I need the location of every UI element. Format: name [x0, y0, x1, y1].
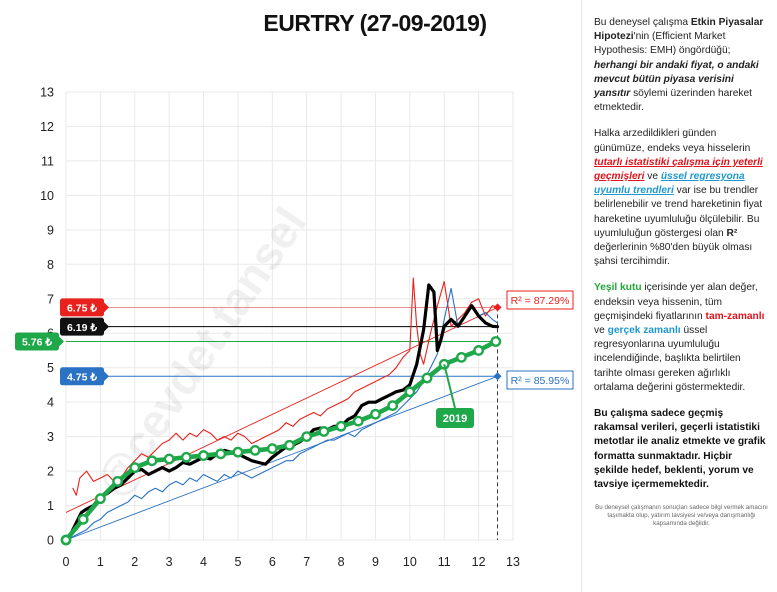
average-point — [232, 446, 244, 458]
y-tick-label: 4 — [47, 396, 54, 410]
chart-title: EURTRY (27-09-2019) — [263, 10, 487, 36]
average-point — [215, 448, 227, 460]
price-tag-lower: 4.75 ₺ — [60, 367, 109, 386]
price-tag-lower-arrow — [104, 371, 109, 382]
intro-paragraph: Bu deneysel çalışma Etkin Piyasalar Hipo… — [594, 17, 764, 114]
year-callout-box — [436, 408, 474, 428]
year-callout: 2019 — [436, 364, 474, 428]
average-point — [473, 345, 485, 356]
x-tick-label: 1 — [97, 555, 104, 569]
series-line-peak — [72, 277, 499, 496]
trendline-upper — [65, 306, 498, 513]
r2-lower: R² = 85.95% — [506, 370, 574, 390]
x-tick-label: 4 — [200, 555, 207, 569]
r2-upper: R² = 87.29% — [506, 290, 574, 310]
y-tick-label: 1 — [47, 499, 54, 513]
average-point — [146, 455, 158, 467]
y-tick-label: 9 — [47, 223, 54, 237]
sidebar-text-panel: Bu deneysel çalışma Etkin Piyasalar Hipo… — [581, 0, 777, 592]
x-tick-label: 9 — [372, 555, 379, 569]
x-tick-label: 5 — [234, 555, 241, 569]
chart-area: @cevdet.tansel01234567891011121301234567… — [15, 10, 574, 569]
y-tick-label: 3 — [47, 430, 54, 444]
price-tag-upper: 6.75 ₺ — [60, 298, 109, 317]
x-tick-label: 0 — [63, 555, 70, 569]
year-callout-pointer — [443, 364, 456, 409]
trendline-lower — [65, 375, 498, 541]
x-tick-label: 3 — [166, 555, 173, 569]
x-tick-label: 13 — [506, 555, 520, 569]
x-tick-label: 12 — [472, 555, 486, 569]
price-tag-upper-arrow — [104, 302, 109, 313]
trough-end-marker — [493, 372, 502, 381]
x-tick-label: 8 — [338, 555, 345, 569]
peak-end-marker — [493, 303, 502, 312]
origin-point — [60, 534, 72, 546]
y-tick-label: 7 — [47, 292, 54, 306]
green-box-paragraph: Yeşil kutu içerisinde yer alan değer, en… — [594, 282, 765, 393]
average-point — [490, 336, 502, 347]
price-tag-average-label: 5.76 ₺ — [22, 337, 52, 349]
average-point — [198, 450, 209, 461]
average-point — [387, 400, 399, 411]
price-tag-average-box — [15, 332, 59, 351]
price-tag-current-arrow — [104, 321, 109, 332]
average-point — [404, 386, 416, 398]
price-tag-current-label: 6.19 ₺ — [67, 322, 97, 334]
price-tag-current-box — [60, 317, 104, 336]
average-point — [129, 462, 141, 474]
average-point — [249, 444, 261, 456]
price-tag-upper-label: 6.75 ₺ — [67, 303, 97, 315]
average-point — [180, 451, 192, 463]
x-tick-label: 11 — [438, 555, 451, 569]
y-tick-label: 10 — [40, 189, 54, 203]
y-tick-label: 0 — [47, 534, 54, 548]
disclaimer-bold: Bu çalışma sadece geçmiş rakamsal verile… — [594, 408, 766, 491]
average-point — [112, 476, 123, 487]
price-tag-lower-label: 4.75 ₺ — [67, 372, 97, 384]
average-point — [266, 443, 278, 455]
average-point — [77, 513, 89, 525]
average-point — [352, 415, 364, 427]
price-tag-average-arrow — [59, 336, 64, 347]
method-paragraph: Halka arzedildikleri günden günümüze, en… — [594, 128, 763, 268]
average-point — [284, 439, 295, 451]
average-point — [370, 408, 381, 420]
x-tick-label: 2 — [131, 555, 138, 569]
average-point — [301, 431, 313, 443]
y-tick-label: 8 — [47, 258, 54, 272]
average-point — [421, 372, 433, 384]
average-point — [456, 351, 467, 363]
r2-lower-label: R² = 85.95% — [511, 375, 570, 387]
y-tick-label: 2 — [47, 465, 54, 479]
disclaimer-small: Bu deneysel çalışmanın sonuçları sadece … — [595, 504, 768, 528]
r2-lower-box — [506, 370, 574, 390]
r2-upper-box — [506, 290, 574, 310]
x-tick-label: 7 — [303, 555, 310, 569]
r2-upper-label: R² = 87.29% — [511, 295, 570, 307]
x-tick-label: 6 — [269, 555, 276, 569]
price-tag-upper-box — [60, 298, 104, 317]
average-point — [335, 420, 347, 432]
y-tick-label: 12 — [40, 120, 54, 134]
y-tick-label: 5 — [47, 361, 54, 375]
y-tick-label: 13 — [40, 86, 54, 100]
average-point — [163, 453, 175, 465]
average-point — [318, 426, 330, 437]
chart-svg: @cevdet.tansel01234567891011121301234567… — [15, 86, 574, 569]
average-point — [94, 493, 106, 505]
price-tag-current: 6.19 ₺ — [60, 317, 109, 336]
year-callout-label: 2019 — [443, 413, 467, 425]
x-tick-label: 10 — [403, 555, 417, 569]
price-tag-average: 5.76 ₺ — [15, 332, 64, 351]
y-tick-label: 11 — [41, 154, 54, 168]
price-tag-lower-box — [60, 367, 104, 386]
